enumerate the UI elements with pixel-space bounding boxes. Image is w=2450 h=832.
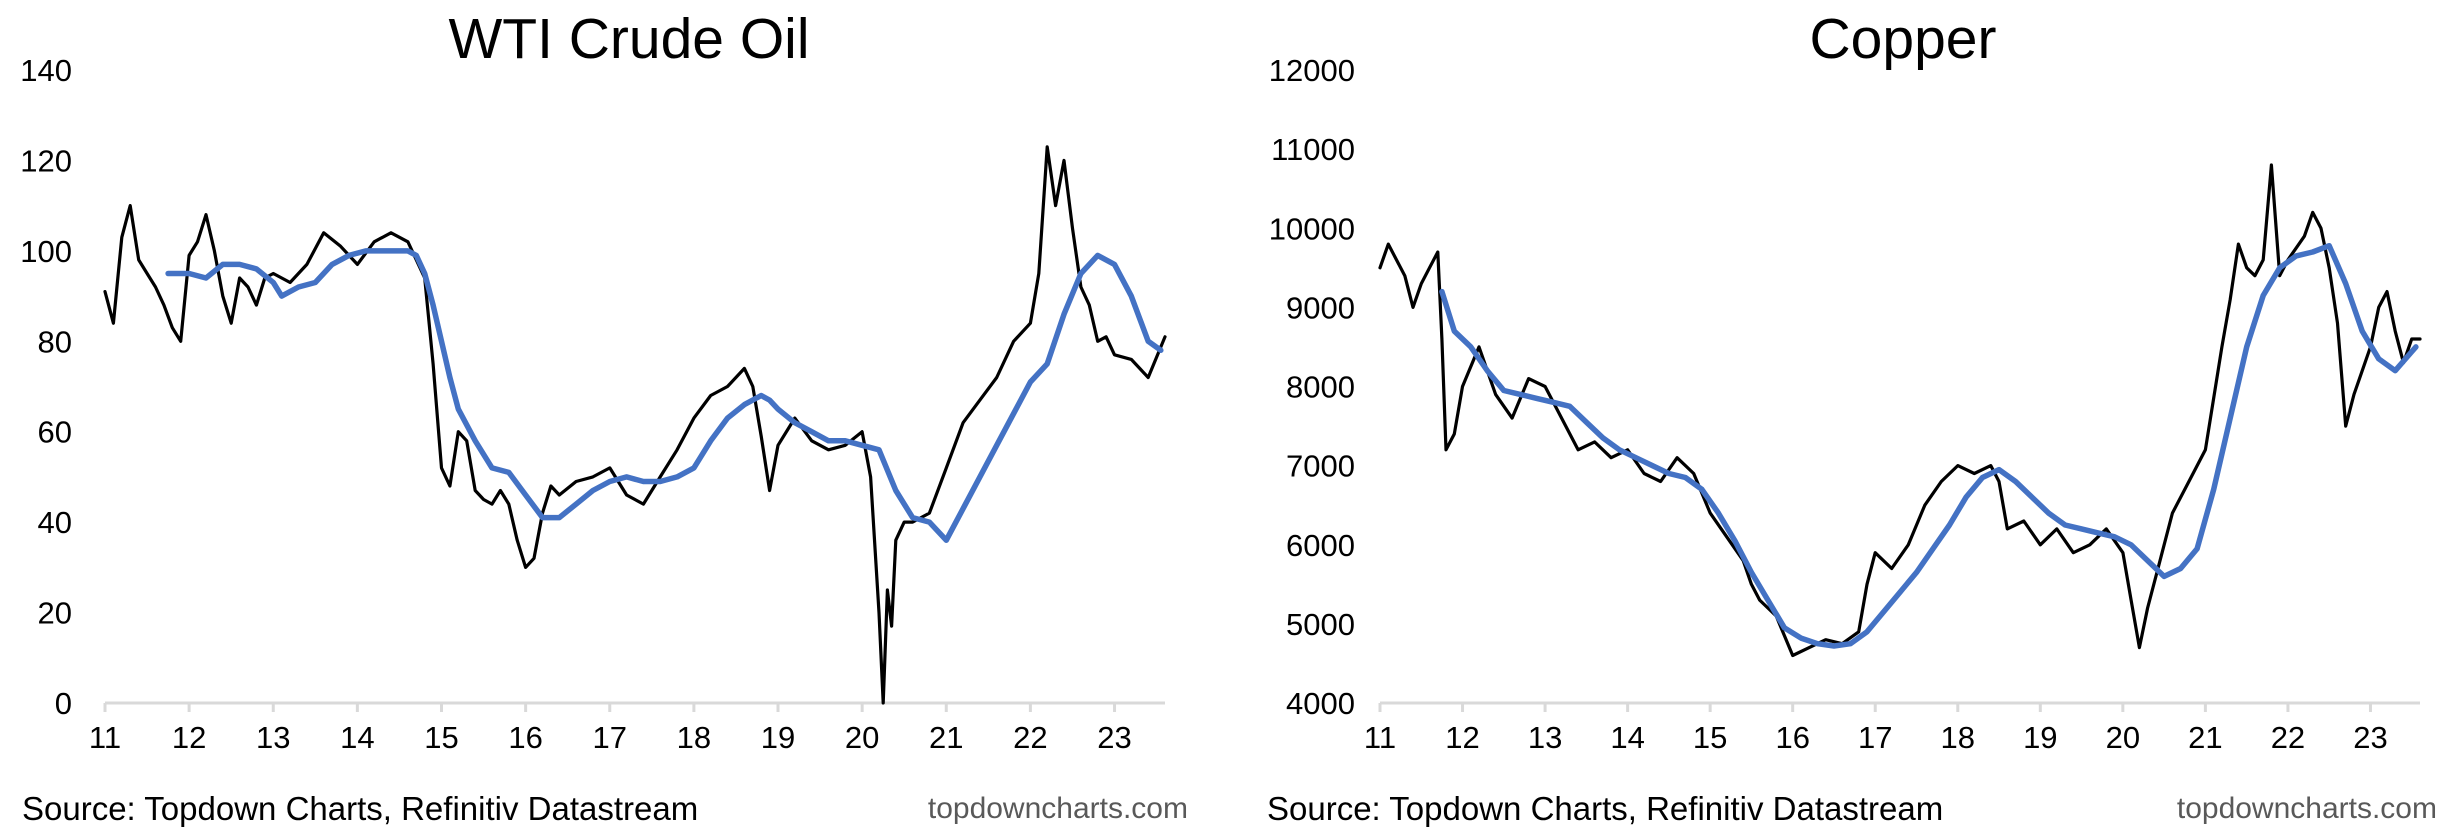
x-tick-label: 21 <box>929 720 963 755</box>
x-tick-label: 13 <box>1528 720 1562 755</box>
x-tick-label: 16 <box>1775 720 1809 755</box>
y-tick-label: 5000 <box>1286 607 1355 642</box>
y-tick-label: 8000 <box>1286 370 1355 405</box>
copper-chart-panel: Copper 4000 5000 6000 7000 8000 9000 10000 1100… <box>1225 0 2450 832</box>
x-tick-label: 17 <box>1858 720 1892 755</box>
price-line <box>1378 163 2422 658</box>
price-line <box>103 145 1167 705</box>
moving-average-line <box>1439 242 2419 649</box>
x-axis-ticks: 11 12 13 14 15 16 17 18 19 20 21 22 23 <box>1364 703 2388 755</box>
x-tick-label: 14 <box>340 720 374 755</box>
y-tick-label: 7000 <box>1286 449 1355 484</box>
x-tick-label: 19 <box>2023 720 2057 755</box>
x-tick-label: 15 <box>1693 720 1727 755</box>
y-tick-label: 9000 <box>1286 290 1355 325</box>
x-tick-label: 11 <box>89 720 121 755</box>
x-tick-label: 14 <box>1610 720 1644 755</box>
y-tick-label: 100 <box>20 234 72 269</box>
series-lines <box>1378 163 2422 658</box>
x-tick-label: 12 <box>1445 720 1479 755</box>
brand-watermark: topdowncharts.com <box>2177 792 2437 825</box>
y-axis-ticks: 0 20 40 60 80 100 120 140 <box>20 53 72 721</box>
y-tick-label: 4000 <box>1286 686 1355 721</box>
x-axis-ticks: 11 12 13 14 15 16 17 18 19 20 21 22 23 <box>89 703 1132 755</box>
wti-chart-panel: WTI Crude Oil 0 20 40 60 80 100 120 140 11 12 13 1… <box>20 7 1188 827</box>
x-tick-label: 17 <box>593 720 627 755</box>
y-tick-label: 60 <box>38 415 72 450</box>
x-tick-label: 21 <box>2188 720 2222 755</box>
x-tick-label: 18 <box>677 720 711 755</box>
x-tick-label: 23 <box>2353 720 2387 755</box>
y-tick-label: 120 <box>20 143 72 178</box>
source-note: Source: Topdown Charts, Refinitiv Datast… <box>1267 790 1943 827</box>
series-lines <box>103 145 1167 705</box>
y-tick-label: 40 <box>38 505 72 540</box>
y-tick-label: 10000 <box>1269 211 1355 246</box>
x-tick-label: 18 <box>1941 720 1975 755</box>
chart-title: WTI Crude Oil <box>448 7 809 71</box>
chart-title: Copper <box>1810 7 1997 71</box>
x-tick-label: 20 <box>845 720 879 755</box>
x-tick-label: 19 <box>761 720 795 755</box>
x-tick-label: 12 <box>172 720 206 755</box>
y-tick-label: 80 <box>38 324 72 359</box>
x-tick-label: 22 <box>1013 720 1047 755</box>
moving-average-line <box>165 248 1164 543</box>
x-tick-label: 15 <box>424 720 458 755</box>
y-axis-ticks: 4000 5000 6000 7000 8000 9000 10000 11000 12000 <box>1269 53 1355 721</box>
source-note: Source: Topdown Charts, Refinitiv Datast… <box>22 790 698 827</box>
brand-watermark: topdowncharts.com <box>928 792 1188 825</box>
x-tick-label: 16 <box>508 720 542 755</box>
y-tick-label: 11000 <box>1271 132 1355 167</box>
y-tick-label: 12000 <box>1269 53 1355 88</box>
x-tick-label: 20 <box>2106 720 2140 755</box>
y-tick-label: 20 <box>38 596 72 631</box>
y-tick-label: 0 <box>55 686 72 721</box>
y-tick-label: 6000 <box>1286 528 1355 563</box>
copper-chart: Copper 4000 5000 6000 7000 8000 9000 10000 1100… <box>1267 7 2437 827</box>
x-tick-label: 11 <box>1364 720 1396 755</box>
x-tick-label: 13 <box>256 720 290 755</box>
x-tick-label: 22 <box>2271 720 2305 755</box>
y-tick-label: 140 <box>20 53 72 88</box>
x-tick-label: 23 <box>1097 720 1131 755</box>
